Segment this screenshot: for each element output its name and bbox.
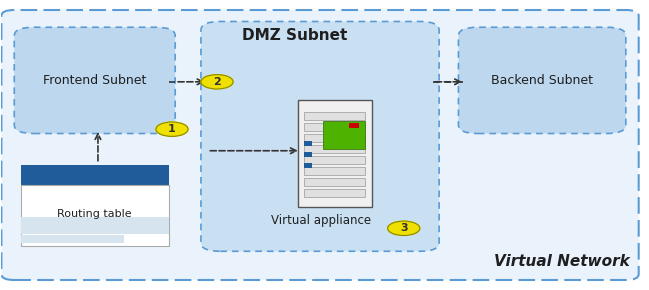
- FancyBboxPatch shape: [304, 189, 365, 197]
- FancyBboxPatch shape: [304, 156, 365, 164]
- FancyBboxPatch shape: [1, 10, 639, 280]
- Circle shape: [387, 221, 420, 235]
- Circle shape: [156, 122, 188, 136]
- Circle shape: [201, 75, 233, 89]
- FancyBboxPatch shape: [304, 123, 365, 131]
- Text: 2: 2: [213, 77, 221, 87]
- FancyBboxPatch shape: [304, 163, 312, 168]
- Text: Virtual appliance: Virtual appliance: [271, 214, 371, 227]
- FancyBboxPatch shape: [21, 217, 169, 234]
- FancyBboxPatch shape: [304, 178, 365, 186]
- Text: DMZ Subnet: DMZ Subnet: [241, 28, 347, 44]
- FancyBboxPatch shape: [349, 124, 359, 128]
- FancyBboxPatch shape: [201, 21, 439, 251]
- Text: 3: 3: [400, 223, 408, 233]
- FancyBboxPatch shape: [458, 27, 626, 133]
- FancyBboxPatch shape: [21, 185, 169, 246]
- FancyBboxPatch shape: [304, 112, 365, 120]
- FancyBboxPatch shape: [323, 121, 365, 149]
- FancyBboxPatch shape: [21, 165, 169, 185]
- Text: Frontend Subnet: Frontend Subnet: [43, 74, 147, 87]
- FancyBboxPatch shape: [304, 145, 365, 153]
- FancyBboxPatch shape: [304, 141, 312, 146]
- Text: Virtual Network: Virtual Network: [493, 253, 630, 269]
- FancyBboxPatch shape: [304, 152, 312, 157]
- FancyBboxPatch shape: [14, 27, 175, 133]
- FancyBboxPatch shape: [304, 134, 365, 142]
- FancyBboxPatch shape: [21, 235, 125, 243]
- Text: 1: 1: [168, 124, 176, 134]
- FancyBboxPatch shape: [304, 167, 365, 175]
- FancyBboxPatch shape: [297, 100, 371, 207]
- Text: Routing table: Routing table: [57, 209, 132, 219]
- Text: Backend Subnet: Backend Subnet: [491, 74, 593, 87]
